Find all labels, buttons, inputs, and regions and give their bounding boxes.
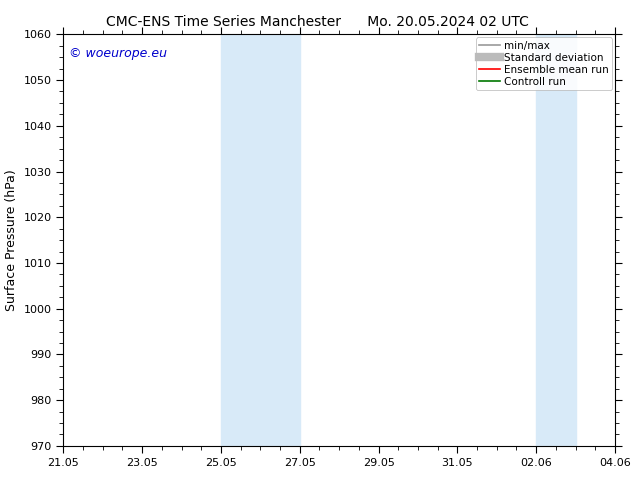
Legend: min/max, Standard deviation, Ensemble mean run, Controll run: min/max, Standard deviation, Ensemble me…	[476, 37, 612, 90]
Y-axis label: Surface Pressure (hPa): Surface Pressure (hPa)	[5, 169, 18, 311]
Bar	[221, 34, 300, 446]
Text: © woeurope.eu: © woeurope.eu	[69, 47, 167, 60]
Text: CMC-ENS Time Series Manchester      Mo. 20.05.2024 02 UTC: CMC-ENS Time Series Manchester Mo. 20.05…	[106, 15, 528, 29]
Bar	[536, 34, 576, 446]
